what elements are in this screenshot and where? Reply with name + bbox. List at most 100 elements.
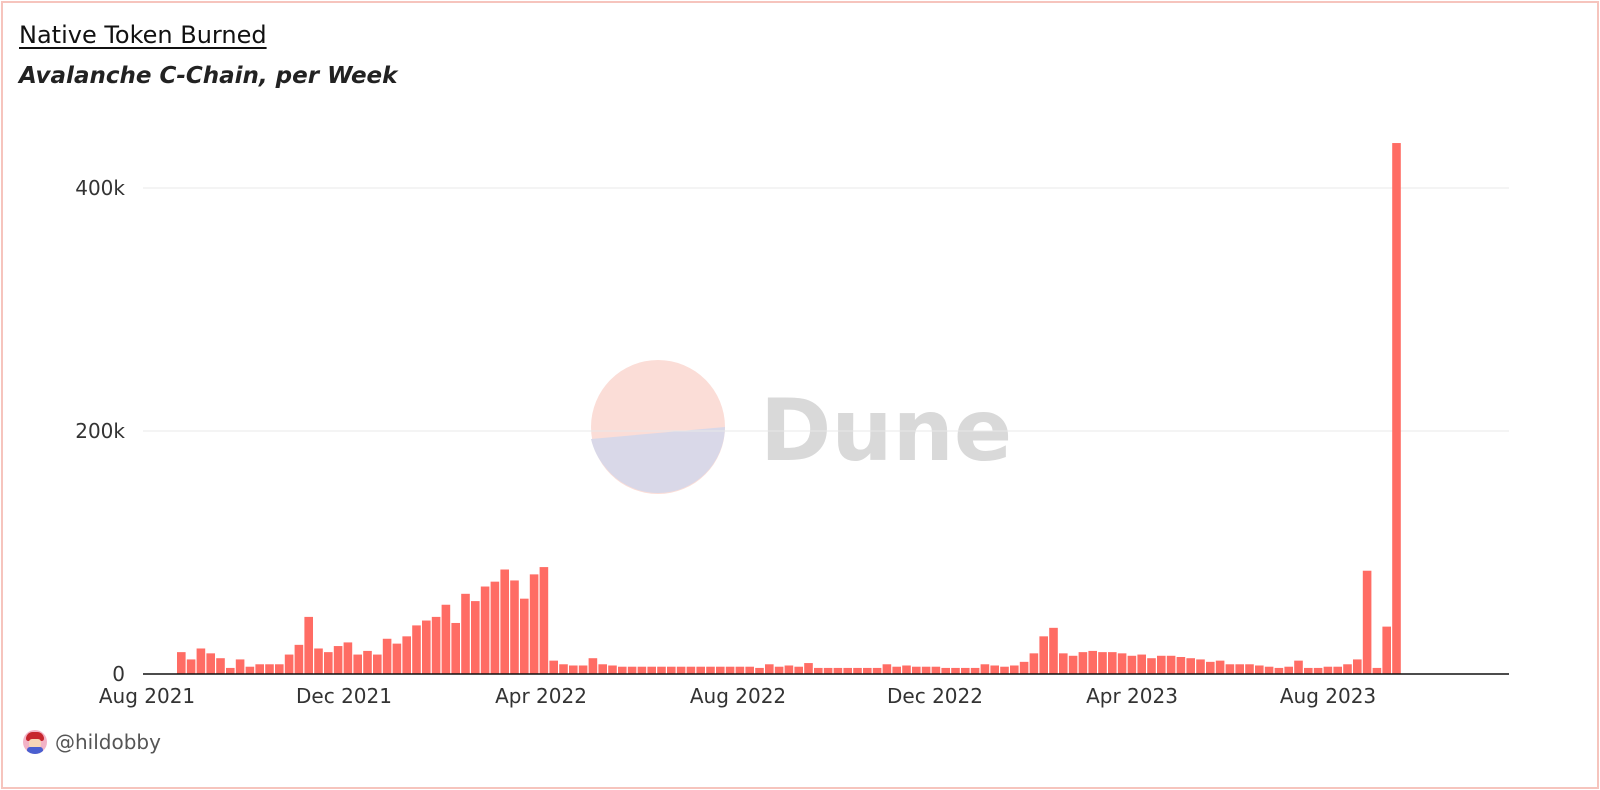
bar[interactable] [1264, 666, 1274, 674]
bar[interactable] [1225, 664, 1235, 674]
bar[interactable] [706, 666, 715, 674]
bar[interactable] [324, 652, 333, 674]
bar[interactable] [461, 593, 470, 674]
chart-title[interactable]: Native Token Burned [19, 21, 267, 49]
bar[interactable] [451, 622, 460, 674]
bar[interactable] [520, 598, 529, 674]
bar[interactable] [549, 660, 558, 674]
bar[interactable] [510, 580, 519, 674]
bar[interactable] [735, 666, 745, 674]
bar[interactable] [539, 567, 549, 674]
bar[interactable] [882, 664, 892, 674]
bar[interactable] [853, 667, 862, 674]
bar[interactable] [608, 665, 617, 674]
bar[interactable] [431, 616, 441, 674]
bar[interactable] [382, 638, 392, 674]
bar[interactable] [1372, 667, 1382, 674]
bar[interactable] [333, 646, 343, 674]
bar[interactable] [980, 664, 990, 674]
bar[interactable] [1186, 658, 1195, 674]
bar[interactable] [902, 665, 911, 674]
bar[interactable] [1137, 654, 1146, 674]
bar[interactable] [588, 658, 598, 674]
bar[interactable] [1019, 661, 1029, 674]
bar[interactable] [1362, 570, 1372, 674]
bar[interactable] [872, 667, 882, 674]
author-handle[interactable]: @hildobby [55, 730, 161, 754]
bar[interactable] [304, 616, 313, 674]
bar[interactable] [1000, 666, 1009, 674]
bar[interactable] [1215, 660, 1225, 674]
bar[interactable] [255, 664, 264, 674]
bar[interactable] [912, 666, 921, 674]
bar[interactable] [1196, 659, 1205, 674]
bar[interactable] [755, 667, 764, 674]
bar[interactable] [1353, 659, 1362, 674]
bar[interactable] [1147, 658, 1156, 674]
bar[interactable] [500, 569, 509, 674]
bar[interactable] [1284, 666, 1293, 674]
bar[interactable] [284, 654, 294, 674]
bar[interactable] [373, 654, 382, 674]
bar[interactable] [667, 666, 676, 674]
bar[interactable] [951, 667, 960, 674]
bar[interactable] [863, 667, 872, 674]
bar[interactable] [402, 636, 411, 674]
bar[interactable] [353, 654, 362, 674]
bar[interactable] [490, 581, 500, 674]
bar[interactable] [480, 586, 490, 674]
bar[interactable] [1059, 653, 1068, 674]
bar[interactable] [657, 666, 666, 674]
bar[interactable] [647, 666, 656, 674]
bar[interactable] [1166, 655, 1176, 674]
bar[interactable] [637, 666, 647, 674]
bar[interactable] [745, 666, 754, 674]
bar[interactable] [1313, 667, 1323, 674]
bar[interactable] [892, 666, 901, 674]
bar[interactable] [1176, 656, 1186, 674]
bar[interactable] [1235, 664, 1244, 674]
bar[interactable] [1294, 660, 1303, 674]
bar[interactable] [314, 648, 323, 674]
bar[interactable] [1343, 664, 1352, 674]
bar[interactable] [275, 664, 284, 674]
bar[interactable] [294, 644, 304, 674]
bar[interactable] [441, 604, 451, 674]
bar[interactable] [716, 666, 725, 674]
bar[interactable] [990, 665, 999, 674]
bar[interactable] [843, 667, 852, 674]
bar[interactable] [618, 666, 627, 674]
bar[interactable] [235, 659, 245, 674]
bar[interactable] [1068, 655, 1078, 674]
bar[interactable] [725, 666, 735, 674]
bar[interactable] [245, 666, 255, 674]
bar[interactable] [1323, 666, 1333, 674]
bar[interactable] [186, 659, 196, 674]
bar[interactable] [765, 664, 774, 674]
bar[interactable] [471, 601, 480, 674]
bar[interactable] [196, 648, 206, 674]
bar[interactable] [412, 625, 421, 674]
bar[interactable] [1333, 666, 1342, 674]
bar[interactable] [1039, 636, 1048, 674]
bar[interactable] [1157, 655, 1166, 674]
bar[interactable] [1010, 665, 1019, 674]
bar[interactable] [627, 666, 637, 674]
bar[interactable] [774, 666, 784, 674]
bar[interactable] [1049, 627, 1058, 674]
bar[interactable] [265, 664, 274, 674]
bar[interactable] [177, 652, 186, 674]
bar[interactable] [1127, 655, 1137, 674]
bar[interactable] [529, 574, 539, 674]
bar[interactable] [676, 666, 686, 674]
bar[interactable] [343, 642, 353, 674]
bar[interactable] [961, 667, 970, 674]
bar[interactable] [1206, 661, 1215, 674]
bar[interactable] [206, 653, 215, 674]
bar[interactable] [1245, 664, 1254, 674]
bar[interactable] [226, 667, 235, 674]
bar[interactable] [1304, 667, 1313, 674]
bar[interactable] [921, 666, 931, 674]
bar[interactable] [970, 667, 980, 674]
bar[interactable] [1117, 653, 1127, 674]
